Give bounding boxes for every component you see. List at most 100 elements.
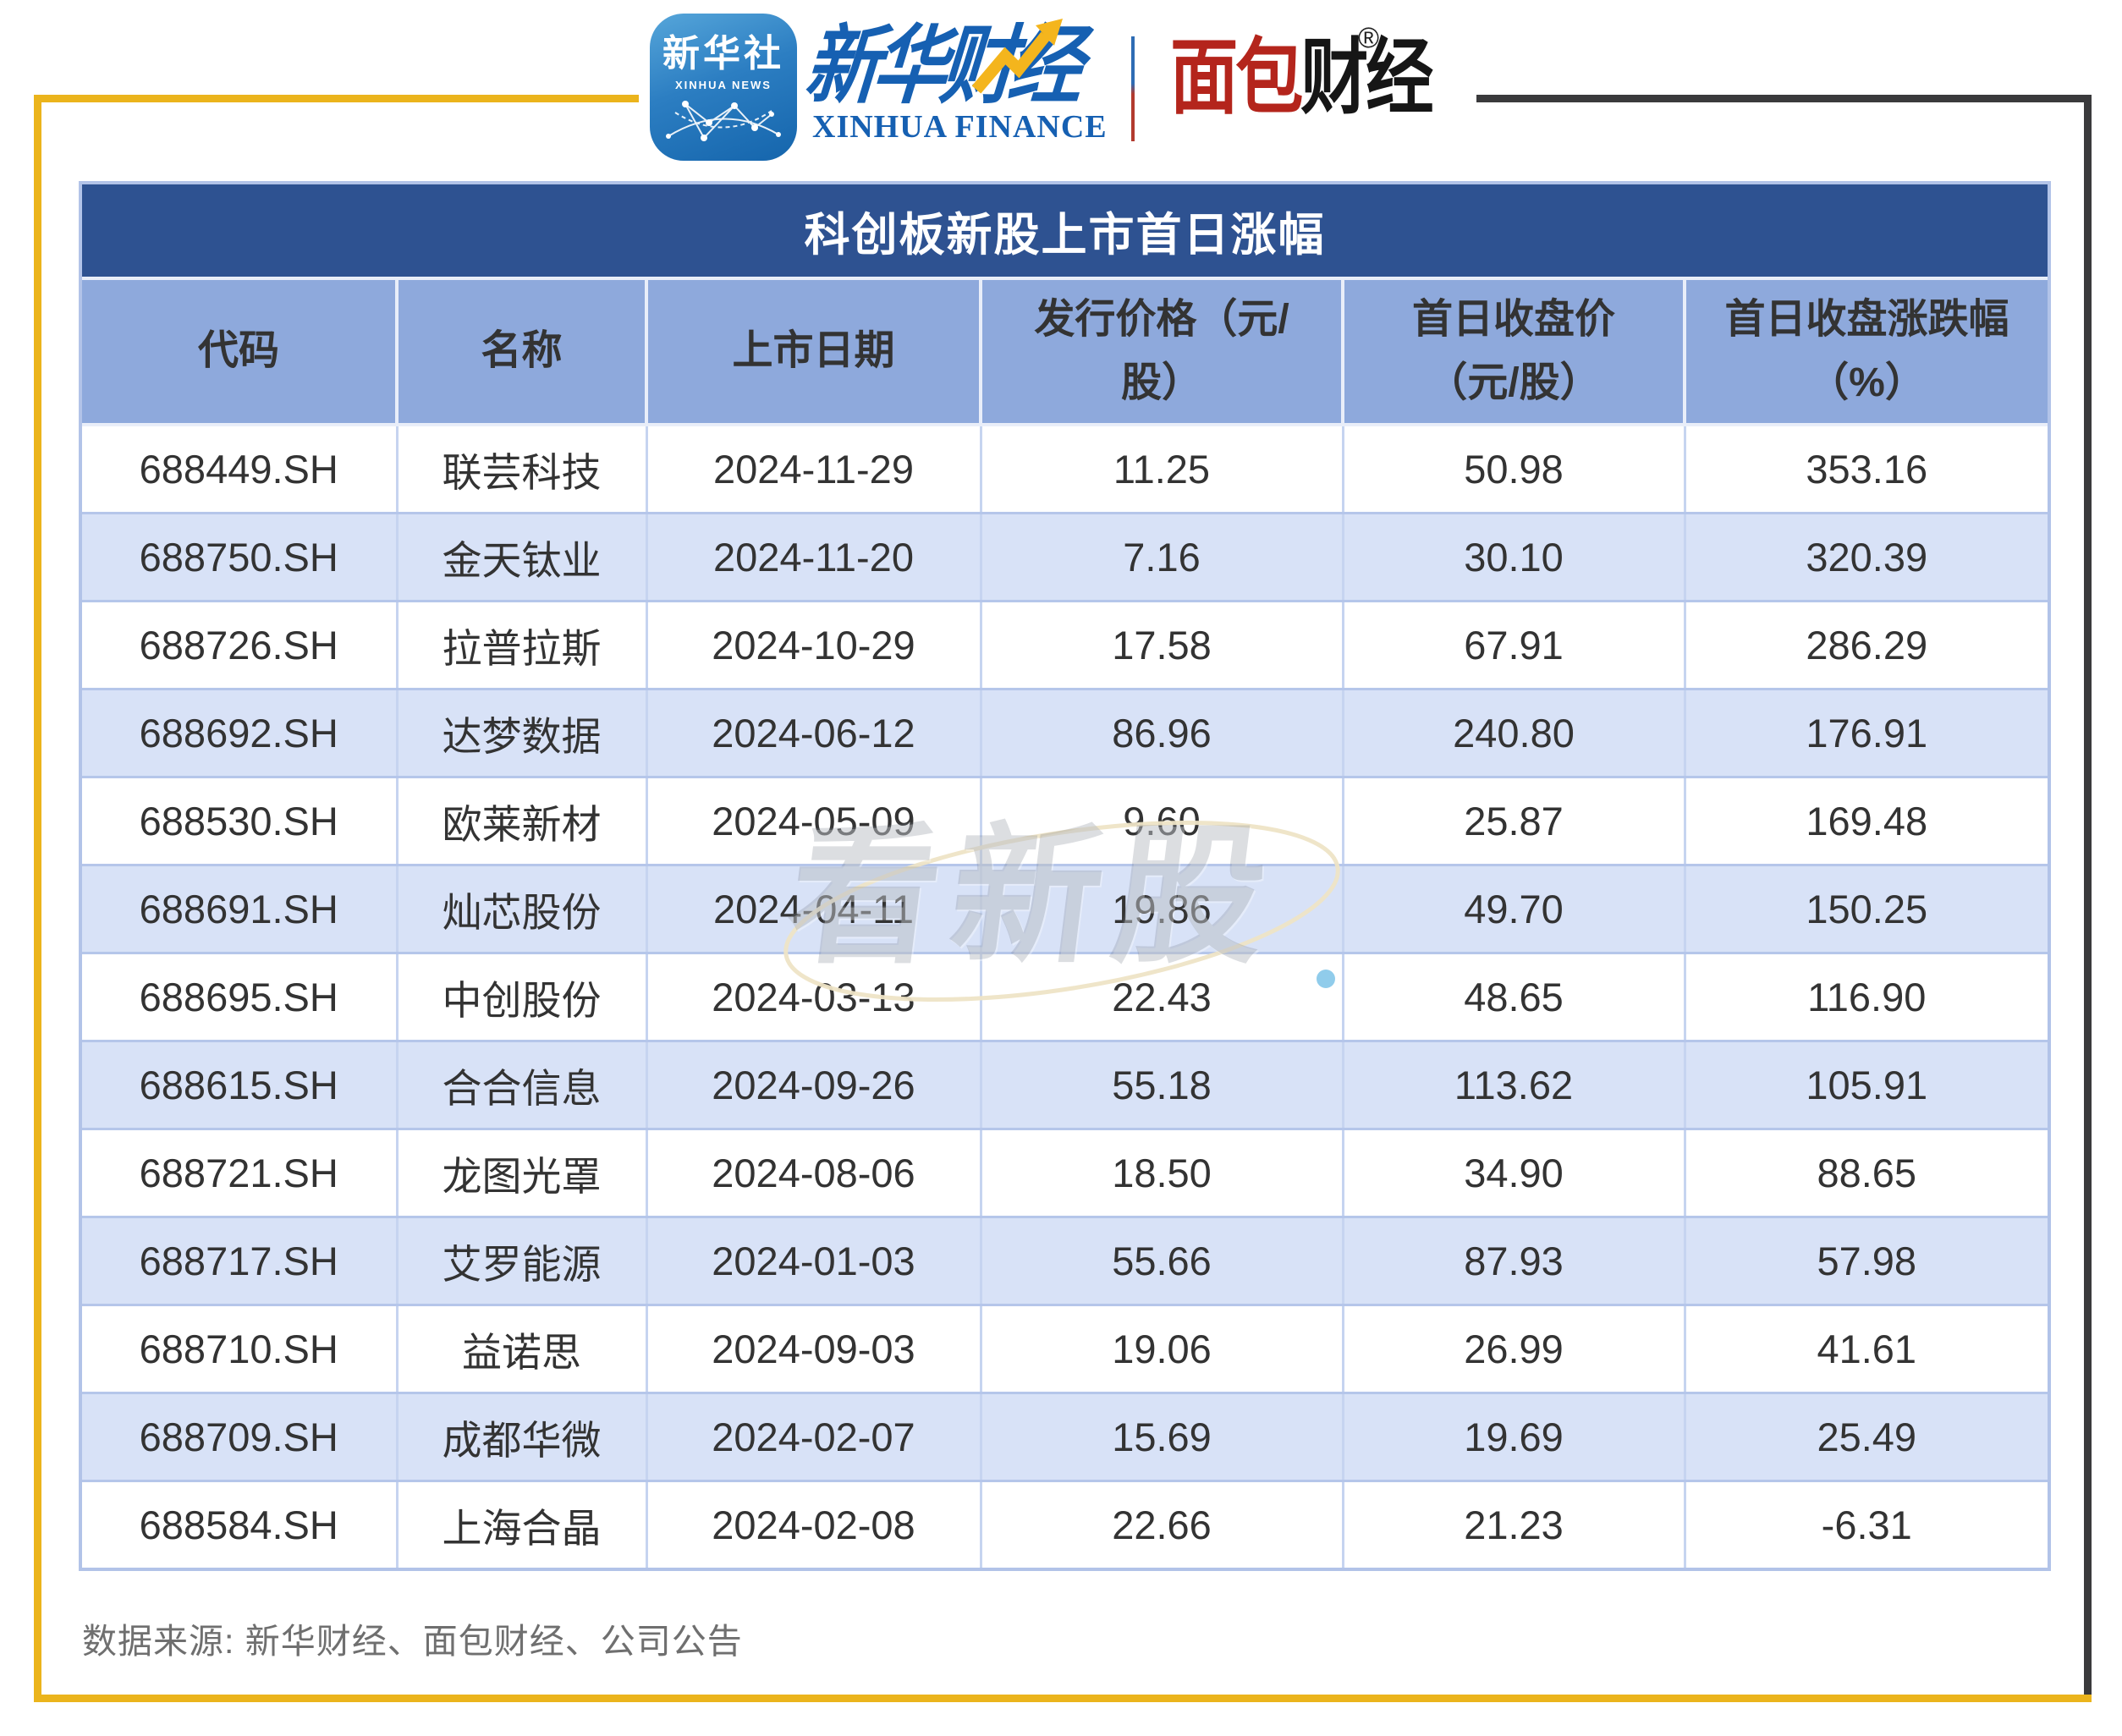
table-row: 688695.SH 中创股份 2024-03-13 22.43 48.65 116.90 bbox=[82, 953, 2048, 1042]
table-cell: 688750.SH bbox=[82, 513, 399, 602]
table-cell: 2024-11-29 bbox=[646, 425, 982, 514]
column-header: 首日收盘价 （元/股） bbox=[1343, 280, 1686, 426]
table-row: 688717.SH 艾罗能源 2024-01-03 55.66 87.93 57.98 bbox=[82, 1217, 2048, 1306]
table-cell: -6.31 bbox=[1821, 1503, 1912, 1547]
table-cell: 688530.SH bbox=[82, 777, 399, 866]
table-cell: 2024-02-07 bbox=[646, 1393, 982, 1482]
table-cell: 成都华微 bbox=[397, 1393, 648, 1482]
xinhua-finance-en-logo: XINHUA FINANCE bbox=[812, 109, 1108, 145]
table-cell: 67.91 bbox=[1343, 601, 1686, 690]
table-cell: 艾罗能源 bbox=[397, 1217, 648, 1306]
table-row: 688692.SH 达梦数据 2024-06-12 86.96 240.80 176.91 bbox=[82, 689, 2048, 778]
table-cell: 2024-04-11 bbox=[646, 865, 982, 954]
table-cell: 22.66 bbox=[981, 1481, 1344, 1568]
frame-left-line bbox=[34, 95, 41, 1702]
table-cell: 7.16 bbox=[981, 513, 1344, 602]
table-cell: 116.90 bbox=[1685, 953, 2048, 1042]
table-cell: 联芸科技 bbox=[397, 425, 648, 514]
bread-finance-logo: 面包财经 bbox=[1170, 30, 1434, 124]
table-cell: 688692.SH bbox=[82, 689, 399, 778]
table-cell: 30.10 bbox=[1343, 513, 1686, 602]
table-row: 688615.SH 合合信息 2024-09-26 55.18 113.62 105.91 bbox=[82, 1041, 2048, 1130]
table-cell: 2024-10-29 bbox=[646, 601, 982, 690]
table-cell: 2024-06-12 bbox=[646, 689, 982, 778]
table-row: 688726.SH 拉普拉斯 2024-10-29 17.58 67.91 286.29 bbox=[82, 601, 2048, 690]
frame-right-line bbox=[2084, 95, 2092, 1702]
table-cell: 688695.SH bbox=[82, 953, 399, 1042]
table-cell: 2024-05-09 bbox=[646, 777, 982, 866]
column-header: 上市日期 bbox=[646, 280, 982, 426]
table-row: 688710.SH 益诺思 2024-09-03 19.06 26.99 41.61 bbox=[82, 1305, 2048, 1394]
table-row: 688721.SH 龙图光罩 2024-08-06 18.50 34.90 88.65 bbox=[82, 1129, 2048, 1218]
table-cell: 19.06 bbox=[981, 1305, 1344, 1394]
table-row: 688530.SH 欧莱新材 2024-05-09 9.60 25.87 169.48 bbox=[82, 777, 2048, 866]
table-cell: 50.98 bbox=[1343, 425, 1686, 514]
table-cell: 688721.SH bbox=[82, 1129, 399, 1218]
table-cell: 中创股份 bbox=[397, 953, 648, 1042]
table-cell: 688691.SH bbox=[82, 865, 399, 954]
table-cell: 2024-08-06 bbox=[646, 1129, 982, 1218]
data-source-note: 数据来源: 新华财经、面包财经、公司公告 bbox=[82, 1622, 743, 1661]
table-cell: 688726.SH bbox=[82, 601, 399, 690]
table-cell: 2024-09-03 bbox=[646, 1305, 982, 1394]
table-row: 688584.SH 上海合晶 2024-02-08 22.66 21.23 -6.31 bbox=[82, 1481, 2048, 1568]
table-cell: 353.16 bbox=[1685, 425, 2048, 514]
xinhua-news-logo-icon: 新华社 XINHUA NEWS bbox=[650, 14, 797, 161]
column-header: 发行价格（元/ 股） bbox=[981, 280, 1344, 426]
table-cell: 41.61 bbox=[1685, 1305, 2048, 1394]
table-cell: 688709.SH bbox=[82, 1393, 399, 1482]
table-cell: 320.39 bbox=[1685, 513, 2048, 602]
table-cell: 达梦数据 bbox=[397, 689, 648, 778]
table-cell: 55.18 bbox=[981, 1041, 1344, 1130]
column-header: 名称 bbox=[397, 280, 648, 426]
table-cell: 22.43 bbox=[981, 953, 1344, 1042]
table-cell: 688717.SH bbox=[82, 1217, 399, 1306]
table-cell: 9.60 bbox=[981, 777, 1344, 866]
frame-bottom-yellow-line bbox=[34, 1695, 2092, 1702]
ipo-data-grid: 代码 名称 上市日期 发行价格（元/ 股） 首日收盘价 （元/股） 首日收盘涨跌幅 （%）… bbox=[82, 280, 2048, 1568]
table-row: 688709.SH 成都华微 2024-02-07 15.69 19.69 25.49 bbox=[82, 1393, 2048, 1482]
table-cell: 688615.SH bbox=[82, 1041, 399, 1130]
table-header-row: 代码 名称 上市日期 发行价格（元/ 股） 首日收盘价 （元/股） 首日收盘涨跌幅 （%） bbox=[82, 280, 2048, 426]
table-cell: 48.65 bbox=[1343, 953, 1686, 1042]
network-globe-icon bbox=[666, 101, 781, 141]
table-cell: 18.50 bbox=[981, 1129, 1344, 1218]
table-cell: 688710.SH bbox=[82, 1305, 399, 1394]
table-body: 688449.SH 联芸科技 2024-11-29 11.25 50.98 353.16 6… bbox=[82, 425, 2048, 1568]
table-cell: 176.91 bbox=[1685, 689, 2048, 778]
table-cell: 19.86 bbox=[981, 865, 1344, 954]
brand-divider-line bbox=[1131, 36, 1135, 141]
table-cell: 灿芯股份 bbox=[397, 865, 648, 954]
column-header: 代码 bbox=[82, 280, 399, 426]
bread-finance-red-part: 面包 bbox=[1170, 30, 1303, 124]
table-cell: 2024-03-13 bbox=[646, 953, 982, 1042]
table-cell: 26.99 bbox=[1343, 1305, 1686, 1394]
table-cell: 286.29 bbox=[1685, 601, 2048, 690]
table-cell: 86.96 bbox=[981, 689, 1344, 778]
table-cell: 34.90 bbox=[1343, 1129, 1686, 1218]
table-cell: 57.98 bbox=[1685, 1217, 2048, 1306]
table-cell: 88.65 bbox=[1685, 1129, 2048, 1218]
table-cell: 合合信息 bbox=[397, 1041, 648, 1130]
table-cell: 240.80 bbox=[1343, 689, 1686, 778]
table-cell: 25.49 bbox=[1685, 1393, 2048, 1482]
table-cell: 19.69 bbox=[1343, 1393, 1686, 1482]
table-row: 688691.SH 灿芯股份 2024-04-11 19.86 49.70 150.25 bbox=[82, 865, 2048, 954]
frame-top-yellow-line bbox=[34, 95, 639, 102]
table-cell: 拉普拉斯 bbox=[397, 601, 648, 690]
xinhua-icon-cn-label: 新华社 bbox=[662, 33, 784, 74]
table-cell: 688449.SH bbox=[82, 425, 399, 514]
table-row: 688750.SH 金天钛业 2024-11-20 7.16 30.10 320.39 bbox=[82, 513, 2048, 602]
table-cell: 688584.SH bbox=[82, 1481, 399, 1568]
table-cell: 益诺思 bbox=[397, 1305, 648, 1394]
table-cell: 21.23 bbox=[1343, 1481, 1686, 1568]
rising-arrow-icon bbox=[971, 19, 1063, 94]
table-cell: 113.62 bbox=[1343, 1041, 1686, 1130]
bread-finance-black-part: 财经 bbox=[1300, 30, 1433, 124]
table-cell: 2024-01-03 bbox=[646, 1217, 982, 1306]
table-cell: 2024-02-08 bbox=[646, 1481, 982, 1568]
table-cell: 欧莱新材 bbox=[397, 777, 648, 866]
table-cell: 金天钛业 bbox=[397, 513, 648, 602]
table-cell: 2024-11-20 bbox=[646, 513, 982, 602]
table-title: 科创板新股上市首日涨幅 bbox=[82, 184, 2048, 280]
